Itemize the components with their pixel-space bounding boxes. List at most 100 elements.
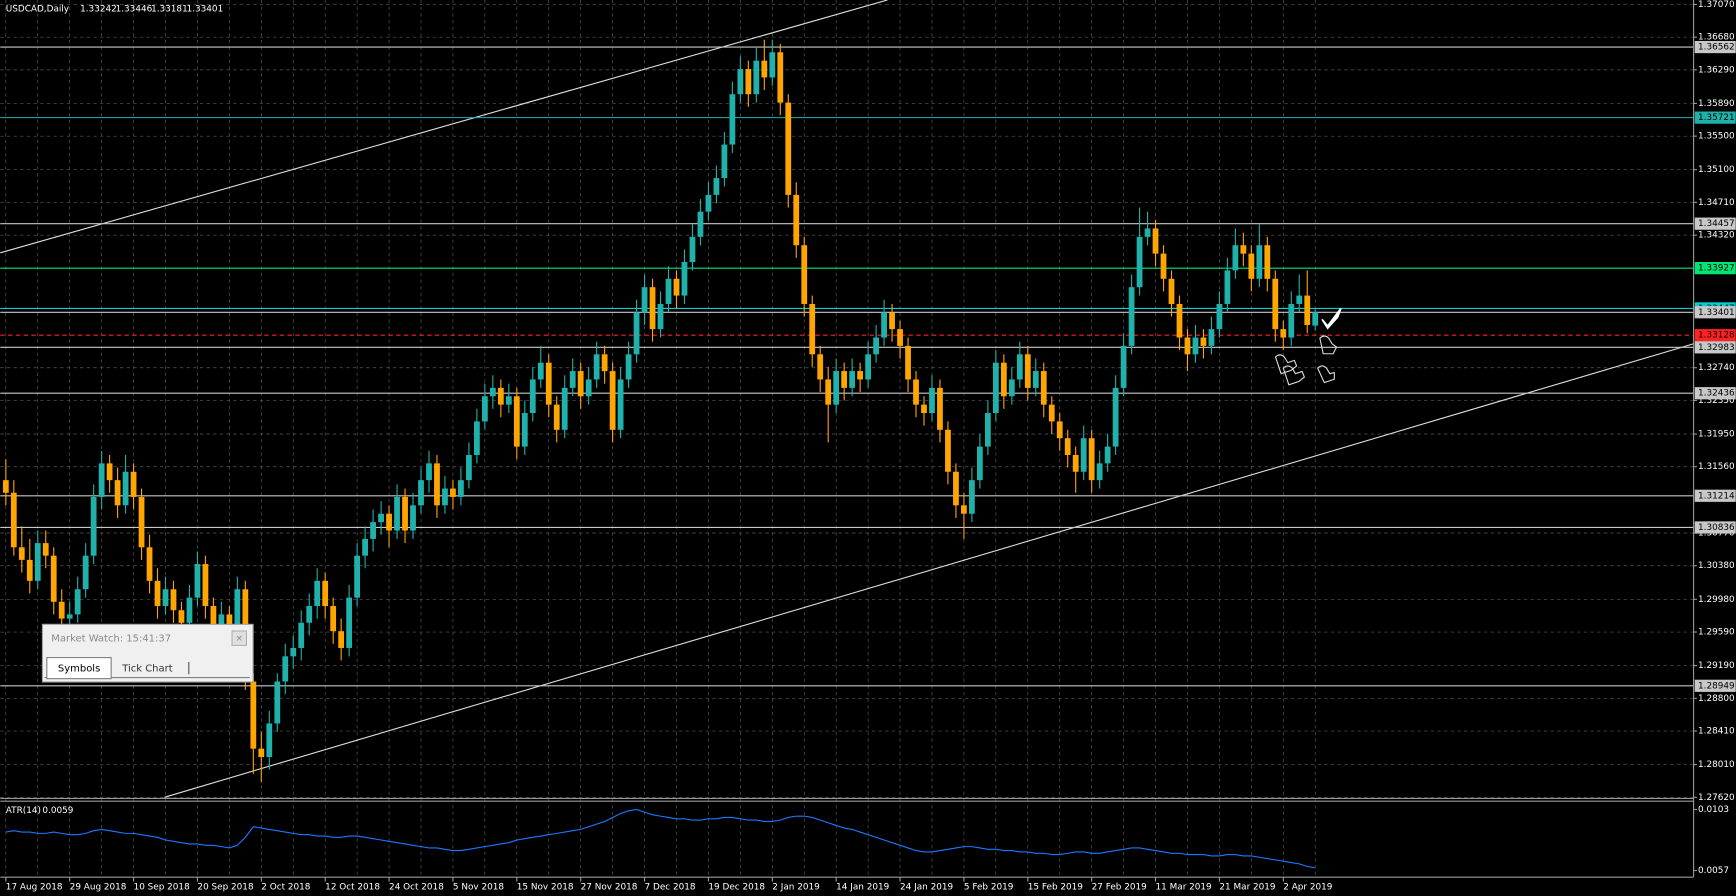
- candle-body: [266, 723, 273, 758]
- candle-body: [170, 589, 177, 611]
- y-tick-label: 1.27620: [1698, 793, 1735, 803]
- candle-body: [689, 236, 696, 263]
- market-watch-window: Market Watch: 15:41:37 × Symbols Tick Ch…: [41, 623, 254, 683]
- candle-body: [945, 429, 951, 472]
- candle-body: [625, 354, 632, 380]
- candle-body: [561, 387, 568, 430]
- x-tick-label: 11 Mar 2019: [1156, 883, 1213, 893]
- candle-body: [1048, 404, 1055, 422]
- candle-body: [745, 69, 752, 95]
- trend-line: [0, 0, 888, 254]
- x-tick-label: 2 Oct 2018: [261, 883, 310, 893]
- candle-body: [322, 580, 329, 607]
- candle-body: [1072, 454, 1079, 472]
- candle-body: [697, 211, 704, 237]
- candle-body: [825, 379, 832, 405]
- candle-body: [2, 480, 9, 493]
- header-open: 1.33242: [80, 4, 117, 14]
- candle-body: [497, 387, 504, 405]
- x-tick-label: 7 Dec 2018: [645, 883, 696, 893]
- y-tick-label: 1.35500: [1698, 132, 1735, 142]
- close-icon: ×: [236, 634, 243, 644]
- x-tick-label: 19 Dec 2018: [708, 883, 765, 893]
- candle-body: [434, 463, 440, 506]
- level-label: 1.35721: [1698, 113, 1735, 123]
- x-tick-label: 29 Aug 2018: [70, 883, 127, 893]
- header-high: 1.33446: [116, 4, 153, 14]
- candle-body: [154, 580, 161, 607]
- candle-body: [290, 647, 297, 657]
- level-label: 1.33128: [1698, 331, 1735, 341]
- atr-title: ATR(14): [6, 806, 41, 816]
- x-tick-label: 2 Jan 2019: [772, 883, 820, 893]
- candle-body: [793, 194, 800, 246]
- level-label: 1.30836: [1698, 523, 1735, 533]
- candle-body: [1016, 354, 1023, 380]
- candle-body: [673, 278, 680, 296]
- candle-body: [665, 278, 672, 304]
- level-label: 1.33927: [1698, 264, 1735, 274]
- candle-body: [1208, 329, 1215, 346]
- candle-body: [817, 354, 824, 380]
- candle-body: [1024, 354, 1031, 388]
- y-tick-label: 0.0103: [1698, 805, 1729, 815]
- candle-body: [1256, 245, 1263, 279]
- candle-body: [984, 413, 991, 447]
- y-tick-label: 1.29980: [1698, 595, 1735, 605]
- candle-body: [114, 480, 121, 506]
- candle-body: [50, 555, 57, 602]
- candle-body: [138, 496, 145, 548]
- level-label-box: [1694, 329, 1736, 342]
- candle-body: [258, 748, 265, 758]
- candle-body: [761, 60, 768, 78]
- candle-body: [10, 492, 17, 548]
- grid: [0, 0, 1694, 878]
- y-tick-label: 1.37070: [1698, 0, 1735, 10]
- candle-body: [873, 337, 879, 355]
- y-tick-label: 1.32350: [1698, 396, 1735, 406]
- candle-body: [1296, 295, 1303, 304]
- candle-body: [330, 606, 337, 632]
- x-tick-label: 17 Aug 2018: [6, 883, 63, 893]
- candle-body: [1152, 228, 1159, 254]
- candle-body: [1224, 270, 1231, 304]
- candle-body: [905, 345, 911, 380]
- candle-body: [769, 52, 776, 78]
- candle-body: [569, 371, 576, 388]
- tab-label[interactable]: Tick Chart: [121, 664, 172, 675]
- close-button[interactable]: [231, 630, 248, 646]
- candle-body: [961, 505, 967, 514]
- candle-body: [1192, 337, 1199, 355]
- x-tick-label: 20 Sep 2018: [197, 883, 254, 893]
- candle-body: [346, 597, 353, 648]
- candle-body: [953, 471, 959, 506]
- candle-body: [809, 303, 816, 355]
- level-label: 1.36562: [1698, 43, 1735, 53]
- candle-body: [402, 496, 408, 531]
- candle-body: [857, 371, 864, 380]
- y-tick-label: 1.36680: [1698, 33, 1735, 43]
- candle-body: [881, 312, 887, 338]
- axis: 1.37070 1.36680 1.36290 1.35890 1.35500 1.351…: [5, 0, 1736, 893]
- candle-body: [234, 589, 241, 632]
- candle-body: [929, 387, 935, 414]
- candle-body: [585, 379, 592, 397]
- x-tick-label: 12 Oct 2018: [325, 883, 380, 893]
- candle-body: [649, 287, 656, 330]
- candle-body: [274, 681, 281, 724]
- candle-body: [370, 522, 376, 539]
- candle-body: [913, 379, 919, 405]
- tab-symbols[interactable]: [46, 657, 112, 680]
- candle-body: [130, 471, 137, 497]
- candle-body: [1128, 287, 1135, 346]
- candle-body: [609, 371, 616, 430]
- candle-body: [1080, 438, 1087, 472]
- candle-body: [298, 622, 305, 648]
- candle-body: [721, 144, 728, 179]
- y-tick-label: 1.30380: [1698, 561, 1735, 571]
- y-tick-label: 1.32740: [1698, 363, 1735, 373]
- candle-body: [1168, 278, 1175, 304]
- candle-body: [1000, 362, 1007, 397]
- x-tick-label: 15 Nov 2018: [517, 883, 574, 893]
